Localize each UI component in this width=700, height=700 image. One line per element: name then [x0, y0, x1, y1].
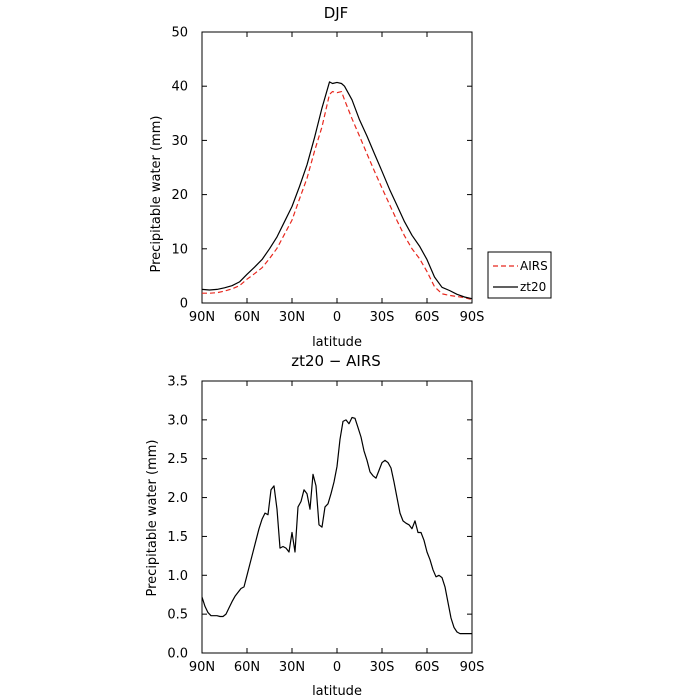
difference-series: [201, 416, 472, 635]
difference-y-tick-label: 2.0: [167, 491, 188, 506]
djf-legend: AIRS zt20: [487, 251, 552, 299]
djf-x-tick-label: 0: [333, 310, 341, 325]
djf-x-tick-label: 90S: [460, 310, 485, 325]
difference-y-tick-label: 2.5: [167, 452, 188, 467]
difference-x-tick-label: 60S: [415, 660, 440, 675]
djf-plot-frame: [201, 31, 473, 304]
djf-x-tick-label: 60N: [234, 310, 260, 325]
djf-x-axis-label: latitude: [312, 335, 362, 350]
djf-y-tick-label: 0: [180, 297, 188, 312]
difference-x-tick-label: 90S: [460, 660, 485, 675]
djf-series: [201, 81, 473, 301]
djf-series-line-zt20: [201, 81, 473, 300]
legend-label-airs: AIRS: [520, 259, 548, 273]
djf-chart: DJF 90N 60N 30N 0 30S 60S 90S 0 10 20 30 40 50 latit…: [149, 4, 552, 350]
djf-series-line-airs: [202, 90, 473, 301]
difference-y-tick-label: 0.0: [167, 647, 188, 662]
difference-x-tick-label: 30N: [279, 660, 305, 675]
difference-y-tick-label: 3.5: [167, 375, 188, 390]
difference-series-line-difference: [201, 416, 472, 635]
djf-y-tick-label: 10: [171, 242, 188, 257]
difference-x-axis-label: latitude: [312, 684, 362, 699]
difference-plot-frame: [201, 380, 473, 654]
difference-y-tick-label: 3.0: [167, 413, 188, 428]
djf-x-tick-label: 60S: [415, 310, 440, 325]
difference-x-tick-label: 60N: [234, 660, 260, 675]
difference-chart: zt20 − AIRS 90N 60N 30N 0 30S 60S 90S 0.0 0.5 1.0…: [145, 352, 484, 699]
difference-x-tick-label: 0: [333, 660, 341, 675]
difference-y-tick-label: 0.5: [167, 608, 188, 623]
djf-title: DJF: [324, 4, 349, 22]
difference-y-tick-label: 1.5: [167, 530, 188, 545]
legend-box: [487, 251, 552, 299]
djf-x-tick-label: 30N: [279, 310, 305, 325]
djf-y-tick-label: 50: [171, 26, 188, 41]
difference-x-tick-label: 30S: [370, 660, 395, 675]
djf-ticks: 90N 60N 30N 0 30S 60S 90S 0 10 20 30 40 50: [171, 26, 484, 326]
djf-y-tick-label: 40: [171, 80, 188, 95]
difference-y-tick-label: 1.0: [167, 569, 188, 584]
difference-x-tick-label: 90N: [189, 660, 215, 675]
difference-title: zt20 − AIRS: [291, 352, 381, 370]
djf-x-tick-label: 90N: [189, 310, 215, 325]
djf-x-tick-label: 30S: [370, 310, 395, 325]
difference-ticks: 90N 60N 30N 0 30S 60S 90S 0.0 0.5 1.0 1.5 2.0 2.5 3.0…: [167, 375, 484, 676]
difference-y-axis-label: Precipitable water (mm): [145, 440, 160, 597]
djf-y-axis-label: Precipitable water (mm): [149, 116, 164, 273]
djf-y-tick-label: 30: [171, 134, 188, 149]
djf-y-tick-label: 20: [171, 188, 188, 203]
legend-label-zt20: zt20: [520, 280, 546, 294]
